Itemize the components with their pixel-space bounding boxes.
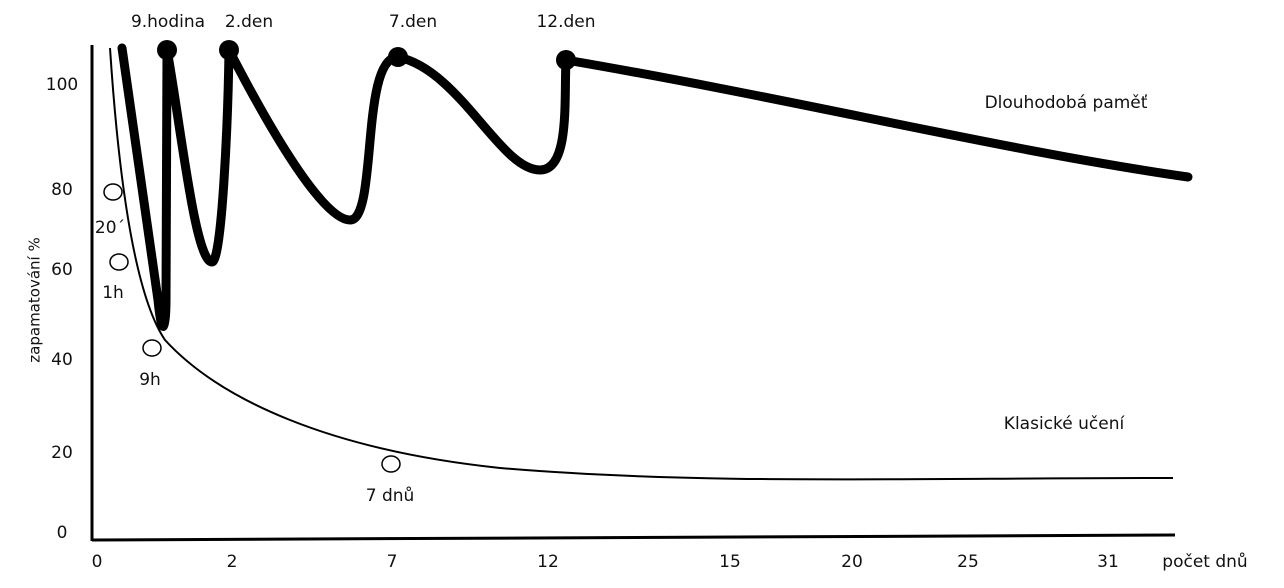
classic-curve <box>109 47 1174 481</box>
long-term-curve <box>117 43 1193 331</box>
y-tick-label: 100 <box>46 75 78 95</box>
y-axis-label: zapamatování % <box>26 237 44 362</box>
peak-dot <box>556 50 576 70</box>
x-tick-label: 25 <box>957 552 979 572</box>
x-tick-label: 20 <box>841 552 863 572</box>
x-tick-label: 7 <box>387 552 398 572</box>
x-tick-label: 0 <box>92 552 103 572</box>
peak-dots <box>157 40 576 70</box>
x-tick-label: 15 <box>719 552 741 572</box>
peak-label: 9.hodina <box>131 12 205 32</box>
marker-label: 9h <box>139 370 161 390</box>
peak-label: 12.den <box>536 12 595 32</box>
x-tick-label: 31 <box>1097 552 1119 572</box>
marker-circle <box>109 253 129 271</box>
peak-label: 2.den <box>225 12 273 32</box>
x-tick-label: 2 <box>227 552 238 572</box>
y-tick-label: 40 <box>51 350 73 370</box>
marker-label: 20´ <box>95 218 125 238</box>
peak-label: 7.den <box>389 12 437 32</box>
marker-circle <box>381 455 401 473</box>
x-tick-label: 12 <box>537 552 559 572</box>
x-axis-label: počet dnů <box>1162 552 1247 572</box>
curve-label: Klasické učení <box>1004 414 1126 434</box>
peak-dot <box>219 40 239 60</box>
y-tick-label: 20 <box>51 443 73 463</box>
curve-label: Dlouhodobá paměť <box>985 93 1148 113</box>
x-axis <box>91 533 1176 542</box>
peak-dot <box>157 40 177 60</box>
y-tick-label: 80 <box>51 180 73 200</box>
marker-circle <box>103 183 123 201</box>
marker-circles <box>103 183 401 473</box>
peak-dot <box>388 47 408 67</box>
y-tick-label: 60 <box>51 260 73 280</box>
marker-label: 7 dnů <box>366 486 415 506</box>
marker-label: 1h <box>102 283 124 303</box>
y-tick-label: 0 <box>57 523 68 543</box>
marker-circle <box>142 339 162 357</box>
